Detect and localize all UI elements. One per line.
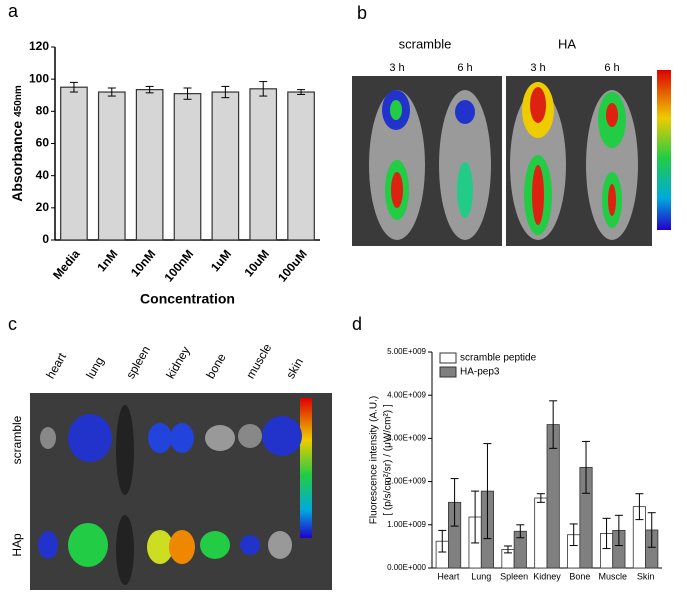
- x-tick-label: 10nM: [128, 247, 158, 280]
- bar: [60, 86, 88, 241]
- error-bar: [569, 523, 578, 547]
- y-tick-label: 0: [42, 232, 49, 246]
- x-tick-label: Bone: [569, 571, 590, 581]
- error-bar: [614, 514, 623, 547]
- bar: [173, 93, 202, 241]
- y-tick-label: 100: [29, 71, 49, 85]
- legend-label: HA-pep3: [460, 367, 500, 378]
- x-tick-label: 10uM: [241, 247, 271, 280]
- error-bar: [297, 89, 306, 95]
- x-tick-label: Lung: [471, 571, 491, 581]
- legend-label: scramble peptide: [460, 353, 537, 364]
- y-tick-label: 20: [36, 200, 50, 214]
- organ-label: kidney: [163, 344, 192, 381]
- row-label: HAp: [10, 533, 24, 557]
- y-tick-label: 120: [29, 39, 49, 53]
- error-bar: [602, 517, 611, 550]
- error-bar: [438, 529, 447, 553]
- x-tick-label: Heart: [437, 571, 460, 581]
- x-tick-label: 1uM: [208, 247, 234, 274]
- organ-label: skin: [283, 356, 306, 381]
- bar: [135, 89, 164, 241]
- x-tick-label: 100nM: [161, 247, 196, 285]
- organ-label: spleen: [123, 343, 153, 381]
- x-tick-label: Media: [50, 247, 83, 282]
- y-axis-label: Fluorescence intensity (A.U.): [369, 396, 380, 524]
- x-axis-label: Concentration: [140, 291, 235, 307]
- error-bar: [647, 512, 656, 548]
- error-bar: [503, 545, 512, 554]
- x-tick-label: Skin: [637, 571, 655, 581]
- error-bar: [69, 81, 78, 93]
- time-label: 3 h: [389, 62, 404, 74]
- bar: [287, 91, 315, 241]
- error-bar: [635, 493, 644, 521]
- legend-swatch: [439, 352, 457, 364]
- x-tick-label: Spleen: [500, 571, 528, 581]
- error-bar: [107, 87, 116, 97]
- x-tick-label: 1nM: [94, 247, 120, 274]
- organ-label: muscle: [243, 341, 274, 381]
- bar: [249, 88, 278, 241]
- row-label: scramble: [10, 415, 24, 464]
- organ-labels: heart lung spleen kidney bone muscle skin: [43, 341, 306, 381]
- organ-label: bone: [203, 351, 229, 381]
- y-tick-label: 3.00E+009: [387, 434, 426, 443]
- bar: [534, 497, 548, 569]
- y-axis-label: Absorbance 450nm: [9, 85, 25, 202]
- organ-label: heart: [43, 350, 69, 381]
- error-bar: [516, 524, 525, 539]
- error-bar: [549, 400, 558, 449]
- time-label: 6 h: [604, 62, 619, 74]
- time-label: 3 h: [530, 62, 545, 74]
- bar: [97, 91, 126, 241]
- error-bar: [582, 440, 591, 494]
- y-tick-label: 2.00E+009: [387, 477, 426, 486]
- x-tick-label: 100uM: [275, 247, 310, 285]
- panel-label: d: [352, 314, 362, 334]
- error-bar: [471, 490, 480, 544]
- group-label: HA: [558, 36, 576, 51]
- error-bar: [450, 478, 459, 527]
- y-axis-label-main: Absorbance: [9, 121, 25, 202]
- x-tick-label: Muscle: [598, 571, 627, 581]
- error-bar: [183, 87, 192, 100]
- imaging-b: [352, 70, 671, 246]
- panel-label: a: [8, 1, 19, 21]
- y-tick-label: 5.00E+009: [387, 347, 426, 356]
- y-axis-label: [ (p/s/cm²/sr) / (μW/cm²) ]: [383, 404, 394, 516]
- bar: [211, 91, 240, 241]
- imaging-c: [30, 393, 332, 590]
- y-tick-label: 1.00E+009: [387, 520, 426, 529]
- panel-label: b: [357, 3, 367, 23]
- panel-label: c: [8, 314, 17, 334]
- y-tick-label: 40: [36, 168, 50, 182]
- error-bar: [536, 493, 545, 503]
- error-bar: [483, 443, 492, 540]
- group-label: scramble: [399, 36, 452, 51]
- error-bar: [145, 85, 154, 94]
- y-tick-label: 0.00E+000: [387, 563, 426, 572]
- legend-swatch: [439, 366, 457, 378]
- y-tick-label: 60: [36, 136, 50, 150]
- y-axis-label-sub: 450nm: [13, 85, 24, 117]
- y-tick-label: 4.00E+009: [387, 390, 426, 399]
- error-bar: [221, 85, 230, 99]
- error-bar: [259, 81, 268, 97]
- time-label: 6 h: [457, 62, 472, 74]
- x-tick-label: Kidney: [533, 571, 561, 581]
- y-tick-label: 80: [36, 104, 50, 118]
- organ-label: lung: [83, 354, 106, 381]
